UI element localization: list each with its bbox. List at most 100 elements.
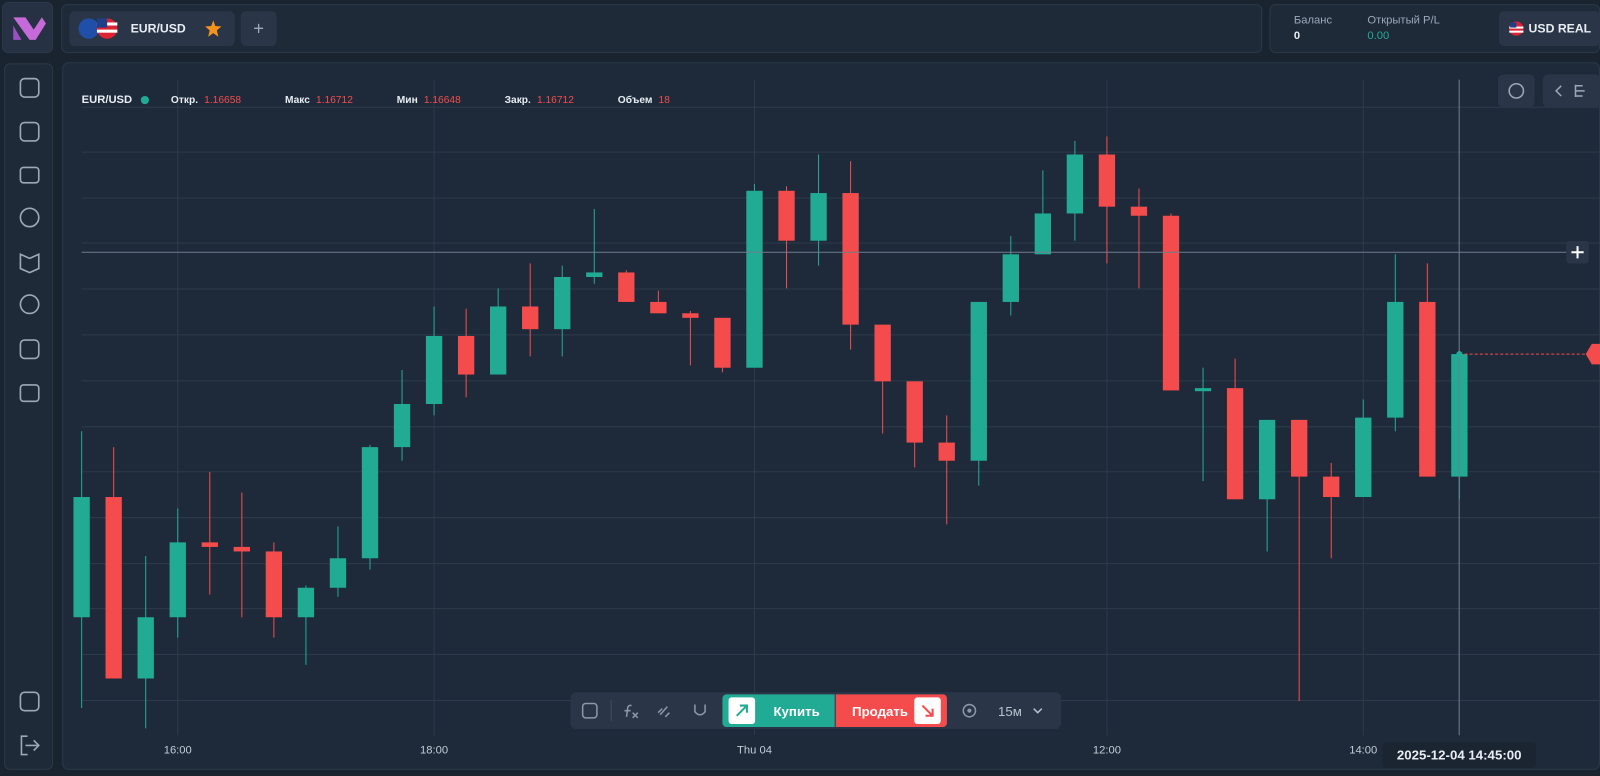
- icon-logout[interactable]: [20, 735, 40, 756]
- interval-select[interactable]: 15м: [997, 703, 1022, 719]
- candle-body: [522, 306, 539, 330]
- icon-chat[interactable]: [19, 339, 40, 360]
- sidebar-icons: [19, 77, 40, 756]
- candle-body: [201, 542, 218, 547]
- candle-body: [1291, 419, 1308, 477]
- candle-body: [1323, 476, 1340, 498]
- balance-value: 0: [1293, 29, 1301, 42]
- legend-label: Закр.: [504, 94, 531, 106]
- icon-settings[interactable]: [19, 294, 40, 315]
- icon-portfolio[interactable]: [19, 166, 40, 184]
- icon-collapse[interactable]: [19, 691, 40, 712]
- candle-body: [810, 193, 827, 241]
- favorite-star[interactable]: [205, 20, 222, 37]
- candle-body: [1355, 417, 1372, 498]
- x-tick-label: Thu 04: [737, 744, 772, 756]
- buy-icon: [728, 697, 756, 724]
- candle-body: [265, 551, 283, 618]
- candle-body: [938, 442, 955, 461]
- icon-history[interactable]: [19, 207, 40, 228]
- candle-body: [714, 317, 731, 368]
- candle-body: [1002, 254, 1019, 302]
- legend-value: 1.16712: [537, 94, 574, 106]
- symbol-tab[interactable]: EUR/USD: [69, 11, 235, 46]
- candle-body: [1226, 388, 1244, 500]
- sidebar: [4, 63, 54, 770]
- icon-chart[interactable]: [19, 77, 40, 98]
- add-tab-button[interactable]: +: [240, 11, 277, 46]
- target-icon[interactable]: [961, 703, 977, 719]
- candle-body: [457, 335, 475, 375]
- layout-icon[interactable]: [581, 702, 598, 719]
- status-dot: [140, 95, 149, 105]
- candle-body: [618, 272, 635, 302]
- function-icon[interactable]: [624, 704, 639, 719]
- plus-icon: [1571, 246, 1584, 259]
- candle-body: [970, 301, 987, 461]
- candle-body: [554, 276, 571, 330]
- pl-value: 0.00: [1367, 29, 1390, 42]
- candle-body: [906, 381, 923, 443]
- candle-body: [1387, 301, 1404, 418]
- candle-body: [1066, 154, 1084, 214]
- candle-body: [233, 546, 250, 552]
- pie-icon: [1508, 82, 1525, 99]
- candle-body: [361, 447, 379, 559]
- legend-label: Мин: [396, 94, 418, 106]
- dropdown-icon: [1033, 708, 1043, 714]
- icon-signals[interactable]: [19, 121, 40, 142]
- ohlc-legend: EUR/USD Откр. 1.16658 Макс 1.16712 Мин 1.1664…: [82, 93, 714, 107]
- legend-items: Откр. 1.16658 Макс 1.16712 Мин 1.16648 Закр. 1.…: [171, 94, 714, 105]
- account-button[interactable]: USD REAL: [1498, 11, 1600, 46]
- link-icon[interactable]: [657, 706, 670, 718]
- icon-calendar[interactable]: [19, 384, 40, 403]
- icon-education[interactable]: [19, 252, 40, 274]
- panel-icon: [1555, 84, 1585, 98]
- legend-label: Откр.: [170, 94, 199, 106]
- x-tick-label: 14:00: [1349, 744, 1377, 756]
- sell-button[interactable]: Продать: [835, 694, 947, 728]
- balance-label: Баланс: [1293, 14, 1333, 27]
- candle-body: [1194, 388, 1212, 392]
- sell-icon: [914, 697, 941, 724]
- crosshair-time-label: 2025-12-04 14:45:00: [1382, 742, 1536, 768]
- candle-body: [842, 193, 859, 325]
- indicator-button[interactable]: [1497, 74, 1535, 108]
- chart-toolbar: Купить Продать 15м: [570, 692, 1062, 730]
- candle-body: [1130, 206, 1148, 216]
- account-label: USD REAL: [1528, 21, 1592, 36]
- candles: [73, 136, 1468, 729]
- candle-body: [650, 301, 667, 314]
- buy-button[interactable]: Купить: [722, 694, 835, 728]
- candle-body: [874, 324, 891, 382]
- toolbar-icons: [581, 700, 706, 721]
- legend-value: 1.16712: [316, 94, 353, 106]
- x-tick-label: 12:00: [1093, 744, 1121, 756]
- legend-label: Объем: [617, 94, 653, 106]
- magnet-icon[interactable]: [694, 704, 706, 716]
- candle-body: [746, 190, 763, 368]
- panel-toggle-button[interactable]: [1542, 74, 1600, 108]
- pl-label: Открытый P/L: [1367, 14, 1440, 27]
- sell-label: Продать: [852, 703, 909, 719]
- logo[interactable]: [2, 2, 54, 54]
- candle-body: [778, 190, 795, 241]
- candle-body: [105, 497, 122, 679]
- legend-label: Макс: [284, 94, 310, 106]
- logo-icon: [13, 17, 46, 40]
- candle-body: [586, 272, 603, 277]
- legend-value: 1.16648: [423, 94, 461, 106]
- candle-body: [1162, 215, 1180, 391]
- last-price-dot: [1456, 351, 1463, 358]
- candle-body: [137, 617, 154, 679]
- last-price-marker: [1585, 343, 1600, 365]
- candle-body: [1098, 154, 1116, 207]
- candle-body: [169, 542, 186, 618]
- buy-label: Купить: [773, 703, 820, 719]
- legend-value: 18: [658, 94, 670, 106]
- legend-value: 1.16658: [204, 94, 242, 106]
- candle-body: [329, 558, 347, 588]
